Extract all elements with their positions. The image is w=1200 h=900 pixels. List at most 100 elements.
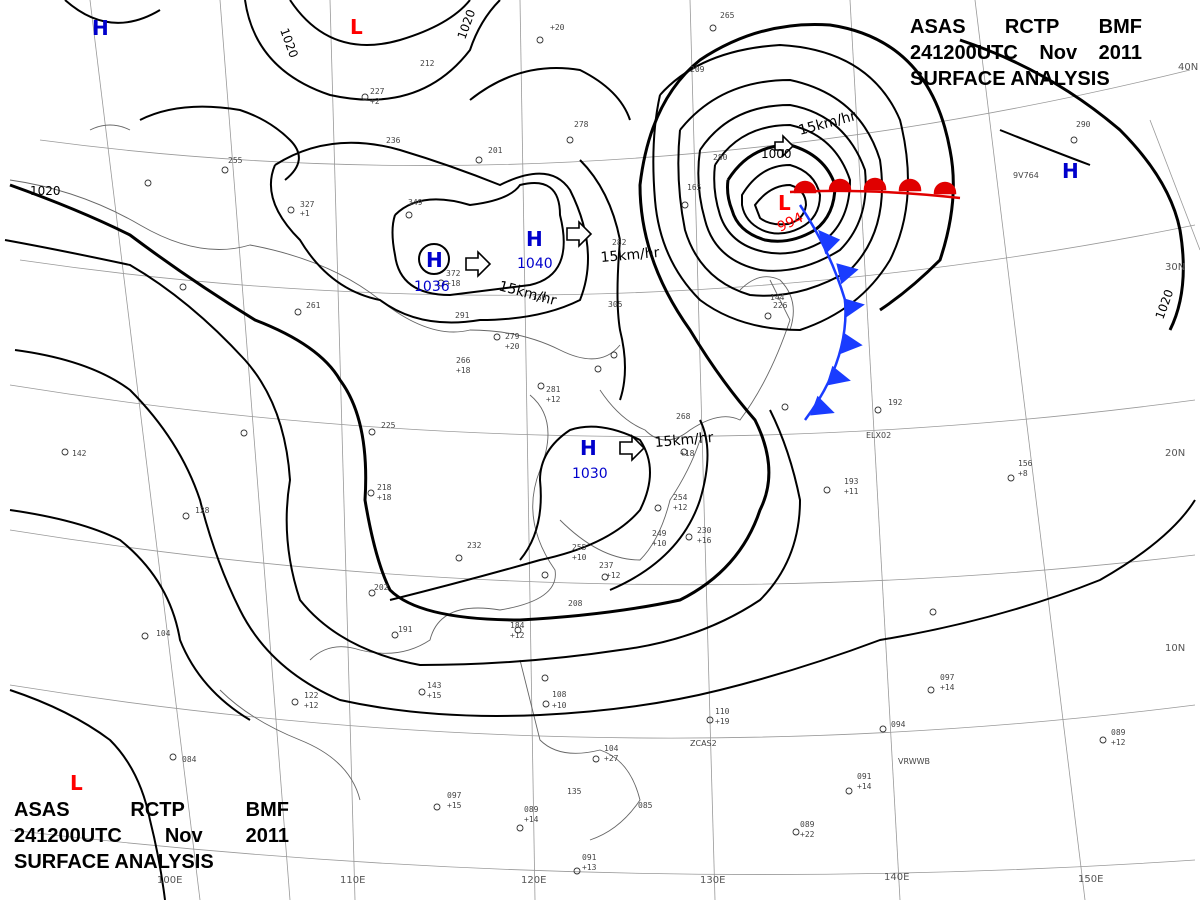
observation-value: +19 <box>715 717 730 726</box>
title-month: Nov <box>164 825 203 847</box>
observation-value: 122 <box>304 691 319 700</box>
lon-label: 100E <box>157 875 182 886</box>
observation-value: +10 <box>652 539 667 548</box>
observation-value: 089 <box>524 805 539 814</box>
lat-label: 40N <box>1178 62 1198 73</box>
observation-value: 232 <box>467 541 482 550</box>
observation-value: 268 <box>676 412 691 421</box>
observation-value: 278 <box>574 120 589 129</box>
observation-value: 191 <box>398 625 413 634</box>
observation-value: 097 <box>447 791 462 800</box>
observation-value: +12 <box>673 503 688 512</box>
observation-value: 230 <box>697 526 712 535</box>
observation-value: 193 <box>844 477 859 486</box>
movement-speed: 15km/hr <box>654 430 714 451</box>
observation-value: 094 <box>891 720 906 729</box>
observation-value: 091 <box>857 772 872 781</box>
observation-value: 281 <box>546 385 561 394</box>
title-row-1: ASAS RCTP BMF <box>910 14 1142 40</box>
isobars <box>4 0 1196 900</box>
pressure-value: 1036 <box>414 279 450 295</box>
title-year: 2011 <box>1098 42 1142 64</box>
observation-value: 108 <box>552 690 567 699</box>
movement-arrow <box>619 434 646 462</box>
observation-value: 372 <box>446 269 461 278</box>
observation-value: +13 <box>582 863 597 872</box>
observation-value: +27 <box>604 754 619 763</box>
movement-speed: 15km/hr <box>497 278 558 309</box>
lat-label: 10N <box>1165 643 1185 654</box>
high-center-northwest: H <box>92 16 109 40</box>
observation-value: 227 <box>370 87 385 96</box>
observation-value: +15 <box>427 691 442 700</box>
observation-value: 236 <box>386 136 401 145</box>
movement-arrows <box>465 134 795 462</box>
map-title-bottom: ASAS RCTP BMF 241200UTC Nov 2011 SURFACE… <box>14 797 289 875</box>
observation-value: 184 <box>510 621 525 630</box>
warm-front <box>789 177 961 200</box>
observation-value: 265 <box>720 11 735 20</box>
title-station: RCTP <box>1004 16 1060 38</box>
observation-value: +18 <box>680 449 695 458</box>
title-time: 241200UTC <box>14 825 122 847</box>
title-row-2: 241200UTC Nov 2011 <box>14 823 289 849</box>
observation-value: 254 <box>673 493 688 502</box>
observation-value: 097 <box>940 673 955 682</box>
high-center-1030: H <box>580 436 597 460</box>
observation-value: 135 <box>567 787 582 796</box>
observation-value: 212 <box>420 59 435 68</box>
low-center-southwest: L <box>70 771 83 795</box>
movement-speed: 15km/hr <box>600 245 660 266</box>
map-title-top: ASAS RCTP BMF 241200UTC Nov 2011 SURFACE… <box>910 14 1142 92</box>
high-center-ring <box>418 243 450 275</box>
low-center-994: L <box>778 191 791 215</box>
lon-label: 140E <box>884 872 909 883</box>
movement-arrow <box>566 220 593 248</box>
observation-value: 226 <box>773 301 788 310</box>
observation-value: +18 <box>446 279 461 288</box>
observation-value: 192 <box>888 398 903 407</box>
observation-value: 089 <box>800 820 815 829</box>
lat-label: 20N <box>1165 448 1185 459</box>
isobar-label: 1000 <box>761 147 792 161</box>
observation-value: +11 <box>844 487 859 496</box>
cold-front <box>798 204 865 421</box>
observation-value: +20 <box>505 342 520 351</box>
observation-value: 225 <box>381 421 396 430</box>
observation-value: 291 <box>455 311 470 320</box>
observation-value: 128 <box>195 506 210 515</box>
observation-value: +14 <box>857 782 872 791</box>
observation-value: +1 <box>300 209 310 218</box>
pressure-value: 1040 <box>517 256 553 272</box>
observation-value: +2 <box>370 97 380 106</box>
observation-value: +22 <box>800 830 815 839</box>
movement-arrow <box>774 134 795 158</box>
lon-label: 130E <box>700 875 725 886</box>
title-month: Nov <box>1039 42 1078 64</box>
observation-value: 209 <box>690 65 705 74</box>
observation-value: 266 <box>456 356 471 365</box>
observation-value: 202 <box>374 583 389 592</box>
observation-value: 261 <box>306 301 321 310</box>
observation-value: 091 <box>582 853 597 862</box>
observation-value: 104 <box>156 629 171 638</box>
lat-lon-grid <box>9 0 1200 900</box>
observation-value: +16 <box>697 536 712 545</box>
observation-value: 282 <box>612 238 627 247</box>
station-code: ELX02 <box>866 431 891 440</box>
observation-value: 142 <box>72 449 87 458</box>
observation-value: 089 <box>1111 728 1126 737</box>
observation-value: +20 <box>550 23 565 32</box>
pressure-value: 1030 <box>572 466 608 482</box>
title-year: 2011 <box>245 825 289 847</box>
coordinate-labels: 100E 110E 120E 130E 140E 150E 30N 20N 10… <box>157 62 1198 886</box>
observation-value: 084 <box>182 755 197 764</box>
observation-value: 085 <box>638 801 653 810</box>
observation-value: 280 <box>713 153 728 162</box>
lon-label: 120E <box>521 875 546 886</box>
station-code: VRWWB <box>898 757 930 766</box>
title-subtitle: SURFACE ANALYSIS <box>910 68 1110 90</box>
lon-label: 150E <box>1078 874 1103 885</box>
pressure-centers: H H H L H H L L <box>70 15 1079 795</box>
observation-value: 305 <box>608 300 623 309</box>
